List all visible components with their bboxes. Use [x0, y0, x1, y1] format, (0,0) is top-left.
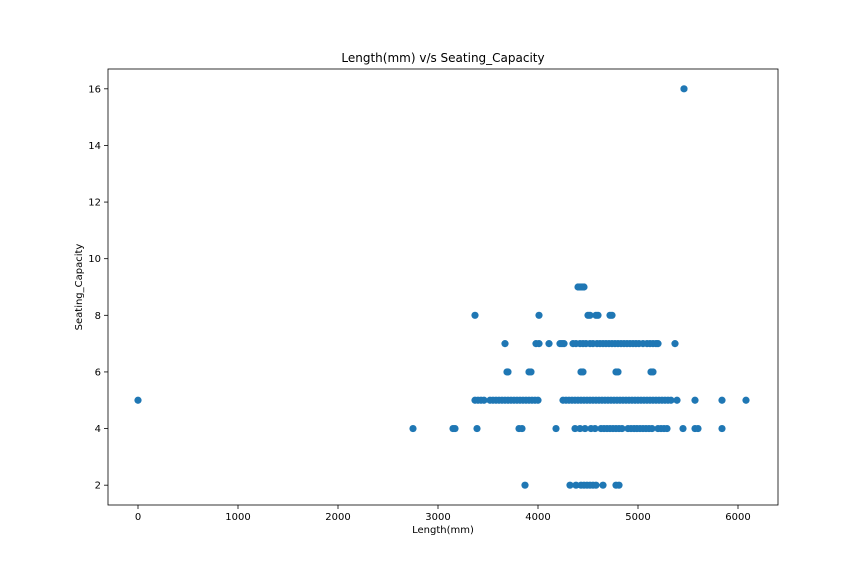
axis-ticks: 0 1000 2000 3000 4000 5000 6000 2 4 6 8 10 12 14 16 [88, 84, 750, 523]
x-tick-label: 3000 [425, 512, 450, 523]
scatter-point [599, 481, 607, 489]
scatter-point [581, 424, 589, 433]
scatter-point [521, 481, 529, 489]
scatter-point [663, 424, 671, 433]
scatter-point [501, 340, 509, 348]
scatter-point [504, 368, 512, 376]
scatter-point [718, 424, 726, 433]
scatter-point [576, 424, 584, 433]
scatter-point [594, 311, 602, 319]
x-tick-label: 1000 [225, 512, 250, 523]
scatter-point [615, 481, 623, 489]
y-tick-label: 6 [95, 367, 101, 378]
scatter-point [535, 340, 543, 348]
scatter-point [527, 368, 535, 376]
chart-title: Length(mm) v/s Seating_Capacity [341, 51, 544, 65]
scatter-point [718, 396, 726, 404]
scatter-point [592, 481, 600, 489]
y-tick-label: 16 [88, 84, 101, 95]
y-tick-label: 8 [95, 311, 101, 322]
y-tick-label: 14 [88, 141, 101, 152]
scatter-point [560, 340, 568, 348]
scatter-point [618, 424, 626, 433]
scatter-point [572, 481, 580, 489]
scatter-point [742, 396, 750, 404]
x-axis-label: Length(mm) [412, 525, 474, 536]
scatter-point [591, 424, 599, 433]
scatter-point [534, 396, 542, 404]
y-tick-label: 4 [95, 424, 101, 435]
scatter-point [679, 424, 687, 433]
scatter-point [649, 368, 657, 376]
scatter-point [691, 396, 699, 404]
x-tick-label: 2000 [325, 512, 350, 523]
y-tick-label: 2 [95, 481, 101, 492]
scatter-point [654, 340, 662, 348]
plot-area-frame [107, 68, 779, 506]
scatter-point [535, 311, 543, 319]
scatter-point [580, 283, 588, 291]
scatter-point [648, 424, 656, 433]
scatter-point [667, 396, 675, 404]
scatter-point [545, 340, 553, 348]
y-tick-label: 10 [88, 254, 101, 265]
scatter-point [614, 368, 622, 376]
scatter-point [480, 396, 488, 404]
scatter-point [694, 424, 702, 433]
x-tick-label: 5000 [625, 512, 650, 523]
y-tick-label: 12 [88, 198, 101, 209]
scatter-point [586, 311, 594, 319]
scatter-point [473, 424, 481, 433]
scatter-point [608, 311, 616, 319]
scatter-point [409, 424, 417, 433]
scatter-point [552, 424, 560, 433]
scatter-points [134, 85, 750, 489]
scatter-point [566, 481, 574, 489]
scatter-point [571, 424, 579, 433]
scatter-point [134, 396, 142, 404]
x-tick-label: 0 [135, 512, 141, 523]
scatter-point [518, 424, 526, 433]
scatter-point [680, 85, 688, 93]
scatter-point [673, 396, 681, 404]
scatter-point [671, 340, 679, 348]
scatter-point [451, 424, 459, 433]
scatter-point [471, 311, 479, 319]
y-axis-label: Seating_Capacity [74, 244, 85, 331]
x-tick-label: 6000 [725, 512, 750, 523]
scatter-point [579, 368, 587, 376]
x-tick-label: 4000 [525, 512, 550, 523]
